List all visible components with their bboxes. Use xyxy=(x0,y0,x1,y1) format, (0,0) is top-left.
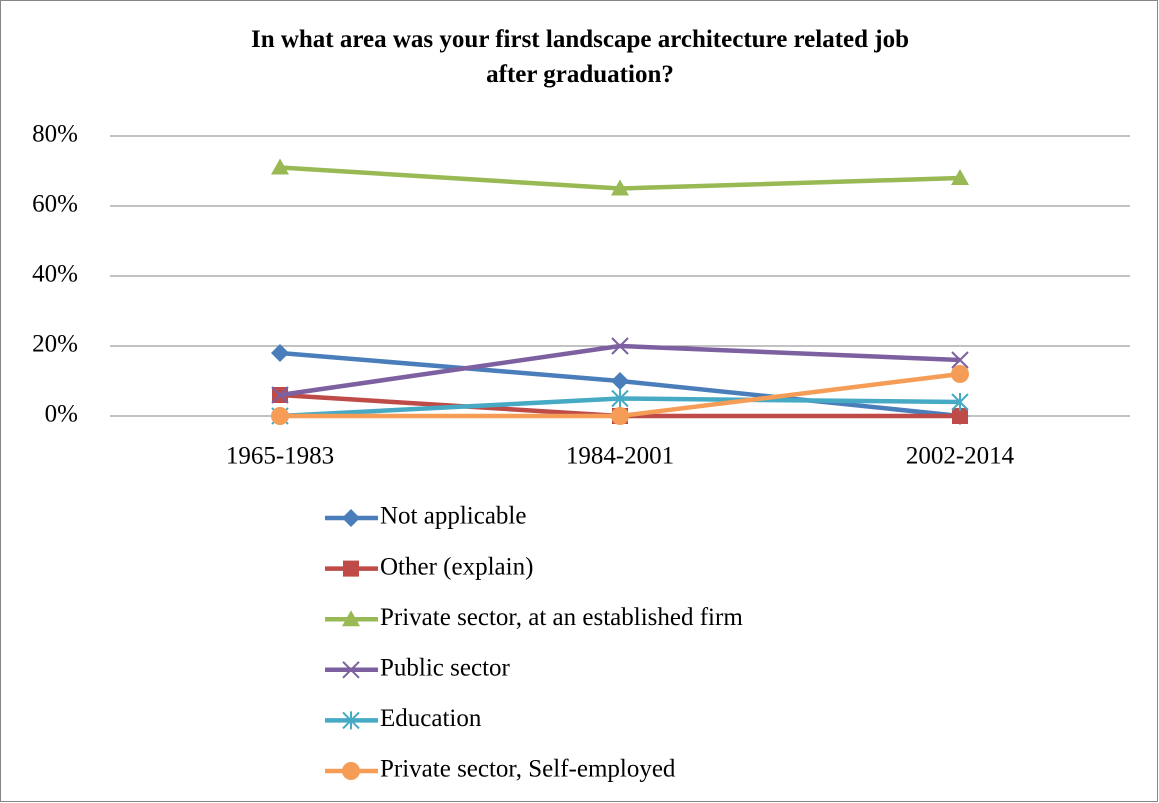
marker xyxy=(951,393,969,411)
marker xyxy=(271,407,289,425)
marker xyxy=(343,560,359,577)
marker xyxy=(342,711,360,730)
y-tick-label: 40% xyxy=(32,261,78,288)
marker xyxy=(611,179,629,196)
legend-label: Public sector xyxy=(380,655,511,682)
marker xyxy=(342,509,360,527)
marker xyxy=(952,408,968,424)
legend-label: Private sector, Self-employed xyxy=(380,756,676,783)
marker xyxy=(951,169,969,185)
legend-label: Private sector, at an established firm xyxy=(380,604,743,631)
x-tick-label: 1965-1983 xyxy=(226,443,334,470)
legend-label: Not applicable xyxy=(380,503,526,530)
x-tick-label: 1984-2001 xyxy=(566,443,674,470)
legend-label: Education xyxy=(380,705,482,732)
y-tick-label: 60% xyxy=(32,191,78,218)
marker xyxy=(611,407,629,425)
y-tick-label: 0% xyxy=(45,401,78,428)
legend-label: Other (explain) xyxy=(380,553,533,580)
marker xyxy=(271,158,289,175)
marker xyxy=(611,337,629,355)
marker xyxy=(611,389,629,408)
marker xyxy=(951,365,969,383)
y-tick-label: 20% xyxy=(32,331,78,358)
marker xyxy=(271,386,289,404)
marker xyxy=(951,351,969,369)
marker xyxy=(271,344,289,362)
x-tick-label: 2002-2014 xyxy=(906,443,1015,470)
chart-title: In what area was your first landscape ar… xyxy=(250,26,910,88)
y-tick-label: 80% xyxy=(32,121,78,148)
marker xyxy=(611,372,629,390)
marker xyxy=(342,661,360,679)
marker xyxy=(342,762,360,780)
marker xyxy=(342,610,360,627)
